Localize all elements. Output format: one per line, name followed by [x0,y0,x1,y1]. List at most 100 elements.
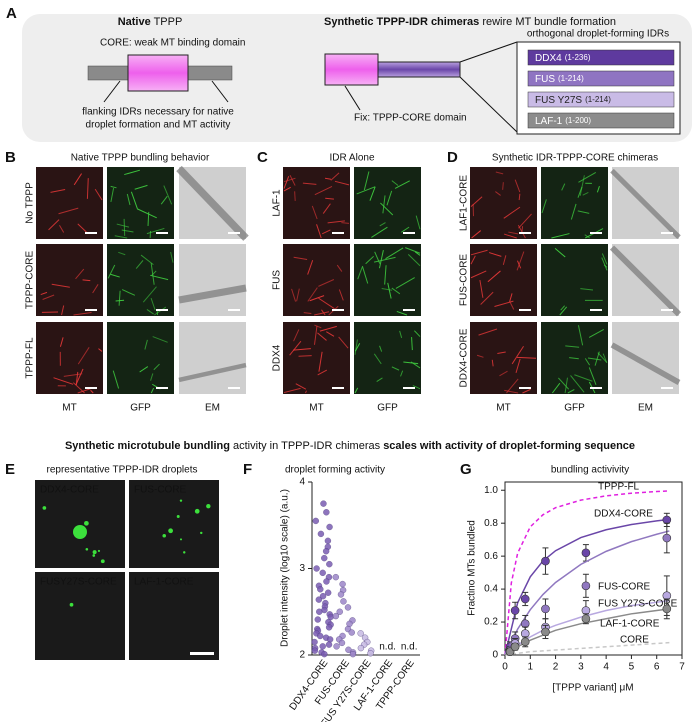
data-point [317,530,325,538]
data-point [326,523,333,531]
image-background [36,322,103,394]
filament [385,247,404,260]
data-point [312,517,319,525]
legend-name: FUS Y27S [535,95,582,106]
filament [470,249,488,256]
droplet [92,554,96,557]
filament [293,329,300,342]
filament [325,197,334,200]
data-point [320,500,327,507]
column-label: EM [638,403,653,414]
filament [354,339,358,355]
micrograph [470,322,537,394]
filament [135,260,144,269]
filament [144,339,148,350]
row-label: FUS-CORE [459,254,470,307]
droplet-image [129,572,219,660]
filament [73,173,82,186]
filament [307,287,318,302]
panel-letter: G [460,461,472,478]
filament [478,328,498,336]
droplet [85,547,89,551]
data-point [322,548,330,555]
filament [121,229,134,233]
data-point [581,614,591,624]
filament [336,264,343,272]
legend-swatch [527,70,675,87]
em-fiber [610,168,681,239]
filament [115,299,125,302]
filament [407,254,421,267]
y-tick-label: 0 [492,650,498,661]
filament [503,233,517,239]
filament [59,337,64,347]
filament [361,265,369,284]
droplet [176,515,180,518]
filament [170,251,174,263]
data-point [313,565,320,572]
filament [401,226,410,233]
filament [321,309,326,316]
micrograph [178,322,247,394]
callout-line [459,76,518,133]
x-tick-label: 7 [679,662,685,673]
filament [150,373,154,381]
micrograph [541,167,608,239]
column-label: MT [309,403,323,414]
reference-curve [504,641,670,656]
em-fiber [609,245,682,317]
data-point [324,589,332,596]
column-label: GFP [564,403,585,414]
filament [371,226,388,238]
filament [313,325,318,345]
legend-entry: LAF-1 (1-200) [535,116,591,127]
filament [154,306,167,316]
droplet [92,550,97,555]
filament [574,374,593,382]
row-label: TPPP-FL [25,337,36,379]
filament [373,256,396,263]
filament [92,284,99,294]
filament [518,213,532,229]
filament [376,377,383,382]
filament [577,210,590,214]
data-point [326,560,333,568]
micrograph [107,322,174,394]
filament [48,219,60,231]
filament [567,389,575,394]
idr-bar [377,61,461,78]
image-background [541,244,608,316]
legend-range: (1-214) [585,95,611,104]
panel-letter: C [257,149,268,166]
filament [558,377,570,390]
filament [597,352,608,364]
micrograph [354,322,421,394]
data-point [325,641,333,648]
filament [502,255,507,265]
filament [116,223,130,228]
series-label: LAF-1-CORE [600,619,660,630]
filament [588,329,604,338]
data-point [337,591,345,598]
filament [110,273,120,278]
filament [314,311,330,316]
data-point [324,537,332,545]
scale-bar [403,387,415,389]
data-point [541,627,550,637]
filament [559,306,568,316]
filament [338,336,349,349]
panel-title: representative TPPP-IDR droplets [47,465,198,476]
image-background [107,244,174,316]
filament [309,295,325,302]
filament [518,193,521,201]
panel-letter: B [5,149,16,166]
filament [373,353,382,365]
micrograph [541,322,608,394]
filament [139,366,149,373]
filament [488,252,502,257]
em-background [179,244,246,316]
filament [150,387,155,394]
scale-bar [590,232,602,234]
y-axis-label: Fractino MTs bundled [467,520,478,616]
filament [293,348,311,351]
